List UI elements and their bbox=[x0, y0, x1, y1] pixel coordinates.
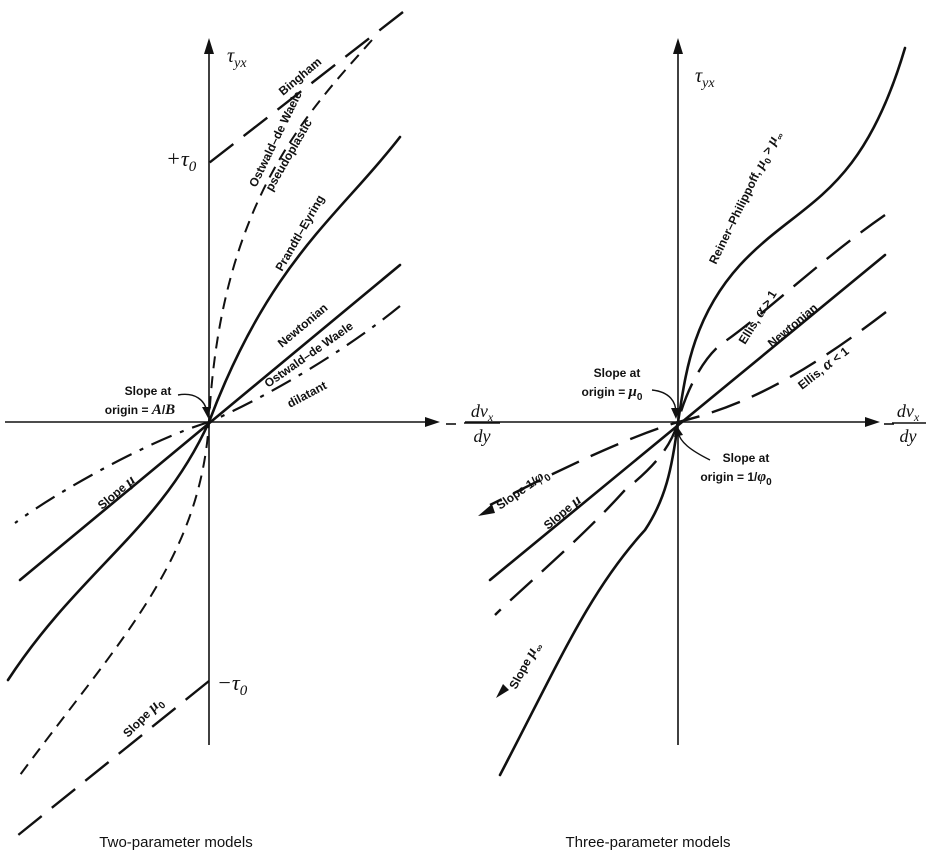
right-panel: τyx dvx dy Reiner–Philippoff, μ0 > μ∞ El… bbox=[465, 38, 926, 851]
right-label-newtonian: Newtonian bbox=[765, 301, 820, 351]
right-slope-origin-mu0-arrowhead bbox=[671, 408, 680, 419]
right-slope-origin-mu0-line1: Slope at bbox=[594, 366, 641, 380]
left-x-axis-den: dy bbox=[474, 426, 491, 446]
right-slope-origin-phi-line2: origin = 1/φ0 bbox=[700, 469, 772, 488]
left-label-slope-mu: Slope μ bbox=[94, 472, 138, 513]
right-label-slope-mu: Slope μ bbox=[540, 492, 584, 533]
right-y-arrow bbox=[673, 38, 683, 54]
left-slope-origin-line1: Slope at bbox=[125, 384, 172, 398]
right-muinf-arrowhead bbox=[496, 684, 509, 698]
left-label-ow-dilatant-2: dilatant bbox=[285, 378, 329, 410]
right-y-axis-label: τyx bbox=[695, 65, 715, 91]
right-x-arrow bbox=[865, 417, 880, 427]
left-plus-tau0: +τ0 bbox=[166, 146, 197, 175]
right-slope-origin-mu0-line2: origin = μ0 bbox=[582, 384, 643, 403]
right-x-axis-den: dy bbox=[900, 426, 917, 446]
right-label-slope-muinf: Slope μ∞ bbox=[505, 639, 546, 693]
right-caption: Three-parameter models bbox=[565, 834, 730, 851]
right-slope-origin-phi-line1: Slope at bbox=[723, 451, 770, 465]
right-reiner-philippoff-curve bbox=[498, 46, 907, 777]
right-slope-origin-phi-arrow bbox=[677, 431, 711, 461]
left-bingham-line-lower bbox=[11, 680, 210, 841]
left-slope-origin-line2: origin = A/B bbox=[105, 402, 175, 418]
right-ellis-lt1-curve bbox=[489, 311, 887, 507]
left-bingham-line bbox=[208, 11, 404, 164]
left-slope-origin-arrowhead bbox=[202, 407, 211, 418]
left-y-arrow bbox=[204, 38, 214, 54]
right-slope-origin-phi-arrowhead bbox=[674, 426, 683, 437]
right-phi0-arrowhead bbox=[478, 504, 495, 516]
right-label-ellis-lt1: Ellis, α < 1 bbox=[794, 342, 852, 393]
left-label-prandtl: Prandtl–Eyring bbox=[272, 193, 327, 274]
right-label-slope-phi0: Slope 1/φ0 bbox=[493, 465, 554, 515]
right-x-axis-num: dvx bbox=[897, 401, 920, 424]
left-x-arrow bbox=[425, 417, 440, 427]
left-ow-pseudoplastic-curve bbox=[19, 39, 373, 776]
left-caption: Two-parameter models bbox=[99, 834, 252, 851]
left-panel: τyx +τ0 −τ0 dvx dy Bingham Ostwald–de Wa… bbox=[5, 11, 500, 851]
right-newtonian-curve bbox=[488, 253, 887, 582]
left-ow-dilatant-curve bbox=[14, 305, 401, 524]
left-minus-tau0: −τ0 bbox=[217, 670, 248, 699]
right-label-reiner: Reiner–Philippoff, μ0 > μ∞ bbox=[706, 128, 786, 268]
left-x-axis-num: dvx bbox=[471, 401, 494, 424]
left-slope-origin-arrow bbox=[177, 393, 208, 413]
left-y-axis-label: τyx bbox=[227, 45, 247, 71]
